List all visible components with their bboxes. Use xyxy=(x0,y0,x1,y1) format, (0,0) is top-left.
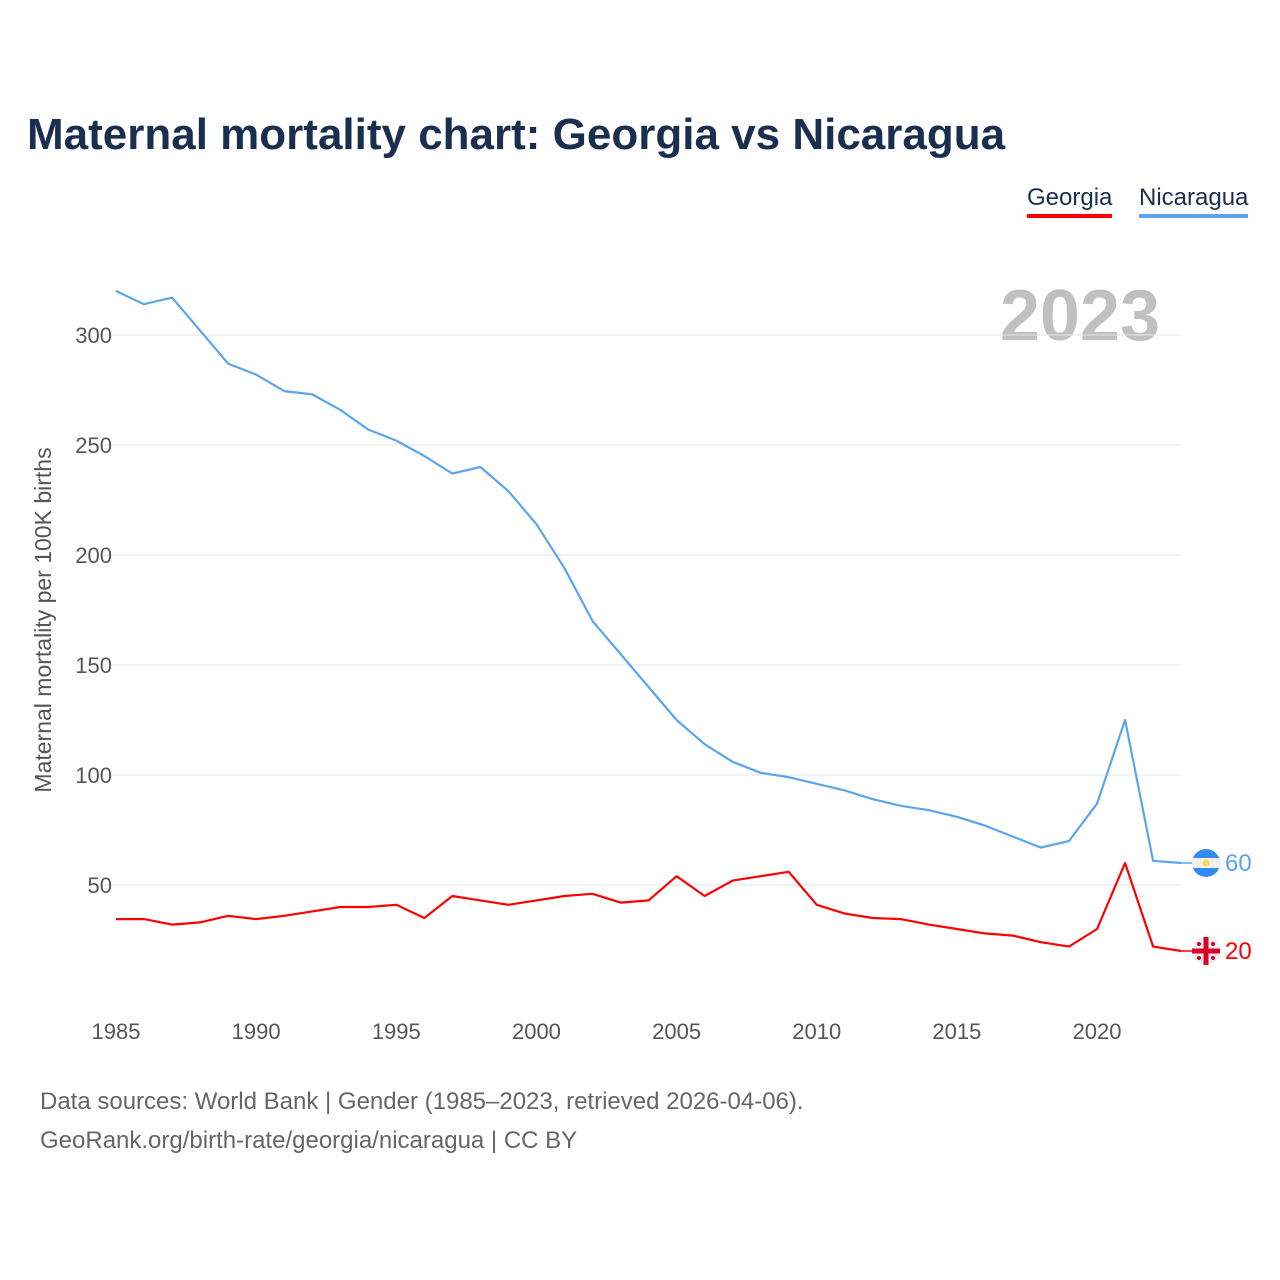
x-tick-label: 2015 xyxy=(932,1019,981,1044)
x-tick-label: 1990 xyxy=(232,1019,281,1044)
series-line-nicaragua xyxy=(115,290,1182,865)
x-tick-label: 1995 xyxy=(372,1019,421,1044)
nicaragua-flag-icon xyxy=(1192,849,1220,877)
legend-nicaragua[interactable]: Nicaragua xyxy=(1139,184,1249,218)
end-value-label: 20 xyxy=(1225,938,1252,965)
series-line-georgia xyxy=(116,861,1182,953)
y-tick-label: 150 xyxy=(75,653,112,678)
x-tick-label: 2000 xyxy=(512,1019,561,1044)
flag-emblem xyxy=(1202,859,1210,867)
chart-title: Maternal mortality chart: Georgia vs Nic… xyxy=(27,110,1006,159)
source-url[interactable]: GeoRank.org/birth-rate/georgia/nicaragua… xyxy=(40,1127,578,1154)
flag-mini-cross xyxy=(1197,956,1201,960)
y-tick-label: 200 xyxy=(75,543,112,568)
georgia-flag-icon xyxy=(1192,937,1220,965)
source-note: Data sources: World Bank | Gender (1985–… xyxy=(40,1088,804,1115)
x-tick-label: 1985 xyxy=(92,1019,141,1044)
y-tick-label: 300 xyxy=(75,323,112,348)
end-value-label: 60 xyxy=(1225,850,1252,877)
y-tick-label: 100 xyxy=(75,763,112,788)
y-tick-label: 50 xyxy=(88,873,112,898)
flag-mini-cross xyxy=(1211,956,1215,960)
x-tick-label: 2020 xyxy=(1073,1019,1122,1044)
x-tick-label: 2010 xyxy=(792,1019,841,1044)
y-axis-label: Maternal mortality per 100K births xyxy=(30,447,56,792)
year-label: 2023 xyxy=(1000,276,1160,356)
x-tick-label: 2005 xyxy=(652,1019,701,1044)
legend-georgia[interactable]: Georgia xyxy=(1027,184,1113,218)
flag-mini-cross xyxy=(1211,942,1215,946)
y-tick-label: 250 xyxy=(75,433,112,458)
flag-cross-v xyxy=(1203,937,1209,965)
flag-mini-cross xyxy=(1197,942,1201,946)
